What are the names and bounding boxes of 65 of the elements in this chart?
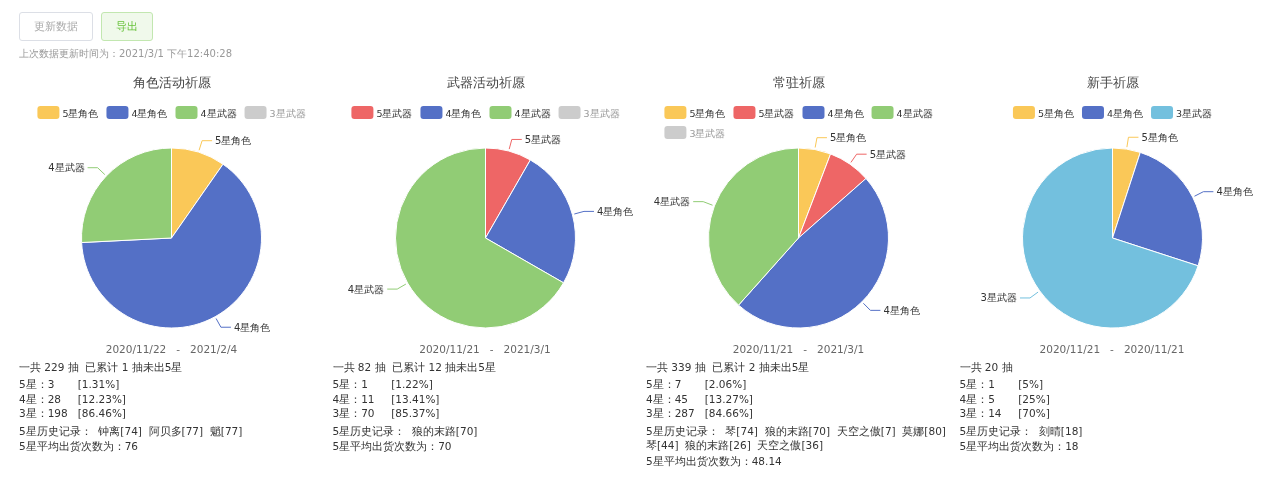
slice-label: 5星角色 (215, 135, 252, 147)
slice-label: 5星武器 (524, 133, 561, 145)
legend-label: 4星角色 (1106, 108, 1143, 119)
slice-label: 5星角色 (1140, 131, 1178, 143)
legend-label: 4星武器 (896, 108, 933, 119)
legend-label: 5星角色 (689, 108, 726, 119)
slice-label: 4星武器 (48, 162, 85, 174)
text: 5星平均出货次数为：18 (959, 439, 1080, 454)
legend-label: 5星武器 (758, 108, 795, 119)
legend-label: 4星角色 (131, 108, 168, 119)
text: 一共 229 抽 已累计 1 抽未出5星 (19, 359, 184, 374)
text: 5星历史记录： 刻晴[18] (959, 423, 1084, 438)
text: 3星：70 [85.37%] (332, 406, 441, 421)
slice-label: 5星武器 (869, 148, 906, 160)
chart-title: 常驻祈愿 (772, 75, 825, 90)
text: 上次数据更新时间为：2021/3/1 下午12:40:28 (19, 47, 233, 61)
text: 4星：5 [25%] (959, 391, 1051, 406)
text: 5星平均出货次数为：48.14 (646, 453, 783, 468)
text: 导出 (101, 12, 153, 41)
text: 5星历史记录： 狼的末路[70] (332, 423, 479, 438)
text: 4星：28 [12.23%] (19, 391, 127, 406)
legend-label: 5星角色 (1037, 108, 1074, 119)
text: 一共 339 抽 已累计 2 抽未出5星 (646, 359, 811, 374)
text: 5星历史记录： 钟离[74] 阿贝多[77] 魈[77] (19, 423, 244, 438)
text: 2020/11/21 - 2020/11/21 (1038, 342, 1186, 357)
text: 5星平均出货次数为：76 (19, 439, 140, 454)
slice-label: 4星角色 (883, 304, 920, 316)
legend-label: 4星武器 (200, 108, 237, 119)
legend-label: 4星角色 (444, 108, 481, 119)
text: 4星：45 [13.27%] (646, 391, 754, 406)
text: 5星平均出货次数为：70 (332, 439, 453, 454)
text: 5星：3 [1.31%] (19, 377, 121, 392)
text: 5星：1 [1.22%] (332, 377, 434, 392)
text: 3星：14 [70%] (959, 406, 1051, 421)
text: 一共 20 抽 (959, 359, 1014, 374)
slice-label: 4星武器 (653, 196, 691, 208)
chart-title: 武器活动祈愿 (446, 75, 524, 90)
text: 更新数据 (19, 12, 93, 41)
legend-label: 3星武器 (583, 108, 620, 119)
text: 5星历史记录： 琴[74] 狼的末路[70] 天空之傲[7] 莫娜[80] 琴[44] 狼的末路[26] 天空之傲[36] (646, 423, 947, 453)
legend-label: 3星武器 (1175, 108, 1212, 119)
slice-label: 4星武器 (347, 283, 384, 295)
text: 3星：287 [84.66%] (646, 406, 754, 421)
legend-label: 5星武器 (375, 108, 412, 119)
text: 一共 82 抽 已累计 12 抽未出5星 (332, 359, 497, 374)
legend-label: 3星武器 (269, 108, 306, 119)
text: 3星：198 [86.46%] (19, 406, 127, 421)
legend-label: 5星角色 (62, 108, 99, 119)
slice-label: 4星角色 (596, 205, 633, 217)
text: 2020/11/21 - 2021/3/1 (418, 342, 552, 357)
slice-label: 4星角色 (233, 321, 271, 333)
text: 2020/11/22 - 2021/2/4 (104, 342, 239, 357)
text: 2020/11/21 - 2021/3/1 (731, 342, 866, 357)
chart-title: 角色活动祈愿 (132, 75, 211, 90)
text: 5星：1 [5%] (959, 377, 1045, 392)
text: 4星：11 [13.41%] (332, 391, 441, 406)
slice-label: 4星角色 (1215, 186, 1253, 198)
slice-label: 3星武器 (980, 292, 1017, 304)
legend-label: 4星武器 (514, 108, 551, 119)
slice-label: 5星角色 (829, 132, 867, 144)
legend-label: 3星武器 (689, 128, 726, 139)
chart-title: 新手祈愿 (1086, 75, 1138, 90)
legend-label: 4星角色 (827, 108, 864, 119)
pie-slice (1021, 147, 1199, 329)
text: 5星：7 [2.06%] (646, 377, 748, 392)
